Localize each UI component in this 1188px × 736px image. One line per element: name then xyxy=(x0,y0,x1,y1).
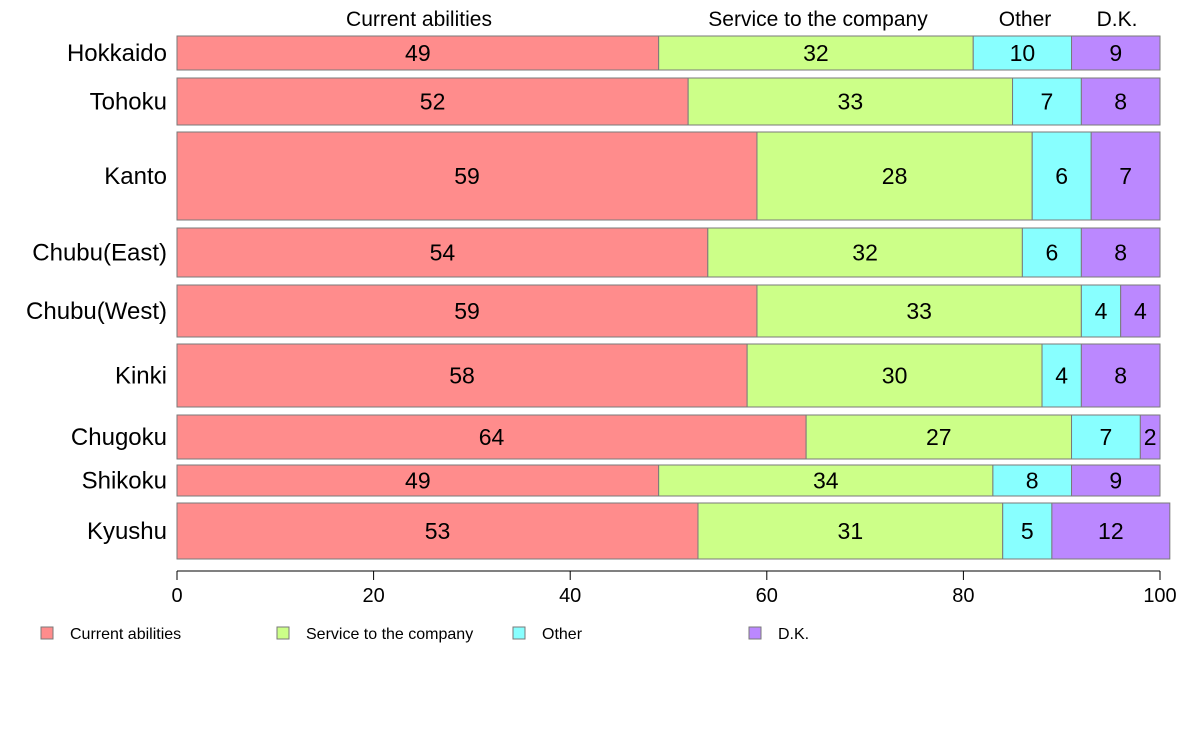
bar-segment xyxy=(707,227,1023,278)
bar-segment xyxy=(176,343,748,408)
legend: Current abilities Service to the company O… xyxy=(40,626,809,643)
bar-segment xyxy=(1012,77,1082,126)
series-top-label: Service to the company xyxy=(708,8,928,31)
x-tick-label: 0 xyxy=(171,585,182,607)
bar-segment xyxy=(697,502,1004,560)
bar-segment xyxy=(972,35,1073,71)
category-label: Shikoku xyxy=(82,468,167,495)
data-label: 59 xyxy=(454,163,480,189)
category-label: Chubu(East) xyxy=(32,240,167,267)
x-axis: 0 20 40 60 80 100 xyxy=(171,570,1177,607)
bar-segment xyxy=(1120,284,1161,338)
data-label: 9 xyxy=(1109,468,1122,494)
data-label: 53 xyxy=(425,518,451,544)
legend-label: Service to the company xyxy=(306,626,473,643)
data-label: 6 xyxy=(1055,163,1068,189)
legend-swatch xyxy=(276,626,290,640)
data-label: 34 xyxy=(813,468,839,494)
legend-label: Other xyxy=(542,626,583,643)
bar-segment xyxy=(1139,414,1161,460)
data-label: 2 xyxy=(1144,424,1157,450)
data-label: 8 xyxy=(1026,468,1039,494)
bar-segment xyxy=(1041,343,1082,408)
data-label: 28 xyxy=(882,163,908,189)
data-label: 7 xyxy=(1041,89,1054,115)
bars: 49 32 10 952 33 7 859 28 6 754 32 6 859 33 4 458 30 4 864 2… xyxy=(176,35,1171,560)
legend-swatch xyxy=(512,626,526,640)
bar-segment xyxy=(1080,227,1161,278)
data-label: 4 xyxy=(1095,298,1108,324)
series-top-label: Other xyxy=(999,8,1052,31)
data-label: 64 xyxy=(479,424,505,450)
x-tick-label: 80 xyxy=(952,585,974,607)
data-label: 8 xyxy=(1114,240,1127,266)
data-label: 27 xyxy=(926,424,952,450)
data-label: 6 xyxy=(1045,240,1058,266)
data-label: 10 xyxy=(1010,40,1036,66)
data-label: 32 xyxy=(803,40,829,66)
top-series-labels: Current abilities Service to the company O… xyxy=(346,8,1137,31)
data-label: 49 xyxy=(405,40,431,66)
data-label: 33 xyxy=(838,89,864,115)
data-label: 9 xyxy=(1109,40,1122,66)
bar-segment xyxy=(1051,502,1171,560)
x-tick-label: 100 xyxy=(1143,585,1176,607)
bar-segment xyxy=(176,77,689,126)
bar-segment xyxy=(746,343,1043,408)
bar-segment xyxy=(176,227,709,278)
x-tick-label: 60 xyxy=(756,585,778,607)
series-top-label: Current abilities xyxy=(346,8,492,31)
bar-segment xyxy=(756,284,1082,338)
category-label: Tohoku xyxy=(90,89,167,116)
category-label: Chugoku xyxy=(71,424,167,451)
legend-label: Current abilities xyxy=(70,626,181,643)
data-label: 33 xyxy=(906,298,932,324)
legend-swatch xyxy=(748,626,762,640)
category-labels: Hokkaido Tohoku Kanto Chubu(East) Chubu(West… xyxy=(26,40,167,545)
data-label: 5 xyxy=(1021,518,1034,544)
bar-segment xyxy=(1071,35,1161,71)
bar-segment xyxy=(1080,284,1122,338)
data-label: 30 xyxy=(882,363,908,389)
legend-swatch xyxy=(40,626,54,640)
bar-segment xyxy=(1090,131,1161,221)
data-label: 52 xyxy=(420,89,446,115)
category-label: Hokkaido xyxy=(67,40,167,67)
bar-segment xyxy=(176,284,758,338)
data-label: 12 xyxy=(1098,518,1124,544)
bar-segment xyxy=(658,35,974,71)
data-label: 49 xyxy=(405,468,431,494)
bar-segment xyxy=(176,414,807,460)
data-label: 31 xyxy=(838,518,864,544)
x-tick-label: 40 xyxy=(559,585,581,607)
bar-segment xyxy=(1071,464,1161,497)
legend-label: D.K. xyxy=(778,626,809,643)
category-label: Kyushu xyxy=(87,518,167,545)
bar-segment xyxy=(1080,77,1161,126)
x-tick-label: 20 xyxy=(362,585,384,607)
bar-segment xyxy=(176,35,660,71)
data-label: 54 xyxy=(430,240,456,266)
bar-segment xyxy=(1071,414,1141,460)
series-top-label: D.K. xyxy=(1097,8,1138,31)
bar-segment xyxy=(992,464,1073,497)
data-label: 8 xyxy=(1114,363,1127,389)
bar-segment xyxy=(1080,343,1161,408)
data-label: 32 xyxy=(852,240,878,266)
bar-segment xyxy=(687,77,1014,126)
data-label: 8 xyxy=(1114,89,1127,115)
data-label: 4 xyxy=(1055,363,1068,389)
data-label: 7 xyxy=(1119,163,1132,189)
data-label: 59 xyxy=(454,298,480,324)
category-label: Kinki xyxy=(115,363,167,390)
category-label: Chubu(West) xyxy=(26,298,167,325)
data-label: 58 xyxy=(449,363,475,389)
data-label: 7 xyxy=(1100,424,1113,450)
bar-segment xyxy=(658,464,994,497)
category-label: Kanto xyxy=(104,163,167,190)
bar-segment xyxy=(756,131,1033,221)
bar-segment xyxy=(176,131,758,221)
data-label: 4 xyxy=(1134,298,1147,324)
